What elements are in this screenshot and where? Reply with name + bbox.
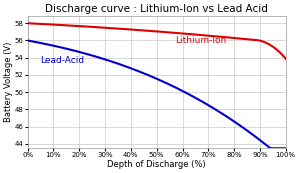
Y-axis label: Battery Voltage (V): Battery Voltage (V) — [4, 42, 13, 122]
Title: Discharge curve : Lithium-Ion vs Lead Acid: Discharge curve : Lithium-Ion vs Lead Ac… — [45, 4, 268, 14]
Text: Lead-Acid: Lead-Acid — [40, 56, 85, 65]
X-axis label: Depth of Discharge (%): Depth of Discharge (%) — [107, 160, 206, 169]
Text: Lithium-Ion: Lithium-Ion — [175, 36, 226, 45]
